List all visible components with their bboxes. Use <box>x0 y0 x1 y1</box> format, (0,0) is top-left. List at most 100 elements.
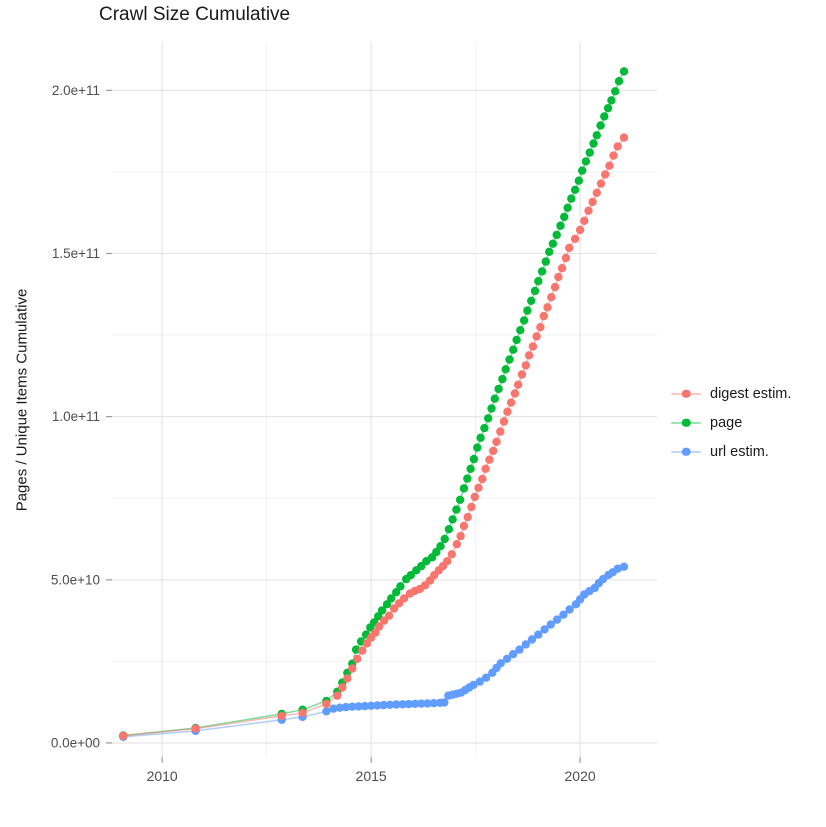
data-point <box>546 620 555 629</box>
data-point <box>470 492 479 502</box>
data-point <box>534 630 543 639</box>
data-point <box>527 635 537 644</box>
legend-label: url estim. <box>710 443 769 460</box>
data-point <box>589 139 598 148</box>
data-point <box>341 702 351 712</box>
data-point <box>475 677 484 686</box>
data-point <box>444 525 454 534</box>
axis-ticks <box>106 89 581 763</box>
data-point <box>570 234 580 243</box>
data-point <box>333 691 342 700</box>
data-point <box>448 515 457 524</box>
data-point <box>532 332 541 341</box>
data-point <box>366 701 376 710</box>
data-point <box>455 495 465 504</box>
series-line <box>123 565 625 738</box>
data-point <box>429 699 438 708</box>
data-point <box>384 611 394 620</box>
data-point <box>581 157 591 166</box>
data-point <box>523 306 532 315</box>
data-point <box>119 731 128 740</box>
data-point <box>506 398 516 407</box>
data-point <box>343 674 352 683</box>
data-point <box>601 170 610 179</box>
data-point <box>452 505 461 514</box>
data-point <box>512 335 521 345</box>
data-point <box>509 650 518 659</box>
data-point <box>362 639 372 648</box>
data-point <box>480 423 489 433</box>
data-point <box>567 194 576 203</box>
data-point <box>609 151 618 160</box>
data-point <box>547 293 556 302</box>
y-tick-label: 5.0e+10 <box>51 572 100 587</box>
legend-label: digest estim. <box>710 385 792 402</box>
data-point <box>614 77 624 86</box>
data-point <box>322 699 331 708</box>
data-point <box>584 206 593 215</box>
legend-item-url-estim: url estim. <box>671 437 791 466</box>
data-point <box>541 257 550 266</box>
data-point <box>596 121 605 130</box>
data-point <box>510 389 520 398</box>
data-point <box>440 698 449 707</box>
data-point <box>374 622 384 631</box>
data-point <box>392 700 401 709</box>
y-tick-label: 1.5e+11 <box>52 246 100 261</box>
data-point <box>565 243 574 253</box>
data-point <box>550 282 560 292</box>
data-point <box>605 161 614 170</box>
data-point <box>348 702 357 711</box>
data-point <box>360 701 370 711</box>
data-point <box>556 221 565 230</box>
series-digest-estim <box>119 133 629 740</box>
data-point <box>498 374 507 384</box>
data-point <box>619 562 629 571</box>
data-point <box>543 303 552 312</box>
data-point <box>613 142 622 151</box>
data-point <box>385 700 395 709</box>
data-point <box>371 628 380 637</box>
data-point <box>607 96 616 105</box>
data-point <box>530 286 540 296</box>
data-point <box>611 87 620 96</box>
data-point <box>456 531 465 541</box>
data-point <box>432 547 441 557</box>
legend: digest estim. page url estim. <box>671 379 791 466</box>
data-point <box>502 654 512 663</box>
data-point <box>588 197 597 207</box>
gridlines-major <box>112 42 657 757</box>
y-tick-label: 1.0e+11 <box>52 409 100 424</box>
series-line <box>123 137 625 737</box>
data-point <box>570 185 580 194</box>
data-point <box>592 188 601 197</box>
data-point <box>503 407 512 416</box>
data-point <box>575 225 585 235</box>
data-point <box>528 342 538 351</box>
data-point <box>436 542 445 551</box>
data-point <box>554 272 563 282</box>
data-point <box>443 557 452 566</box>
data-point <box>191 724 200 733</box>
data-point <box>580 216 589 225</box>
data-point <box>559 610 568 619</box>
y-tick-label: 0.0e+00 <box>51 735 100 750</box>
data-point <box>536 323 545 332</box>
data-point <box>505 355 514 364</box>
axis-tick-labels: 2010 2015 2020 0.0e+00 5.0e+10 1.0e+11 1.5e+11… <box>51 83 596 784</box>
data-point <box>509 345 518 354</box>
data-point <box>447 550 456 559</box>
data-point <box>398 700 407 709</box>
data-point <box>489 446 498 456</box>
data-point <box>540 625 549 634</box>
data-point <box>496 427 505 436</box>
data-point <box>574 176 583 185</box>
data-point <box>557 264 567 273</box>
data-point <box>515 645 524 654</box>
data-point <box>387 594 396 603</box>
data-point <box>592 131 601 140</box>
data-point <box>613 564 622 573</box>
data-point <box>474 483 483 492</box>
